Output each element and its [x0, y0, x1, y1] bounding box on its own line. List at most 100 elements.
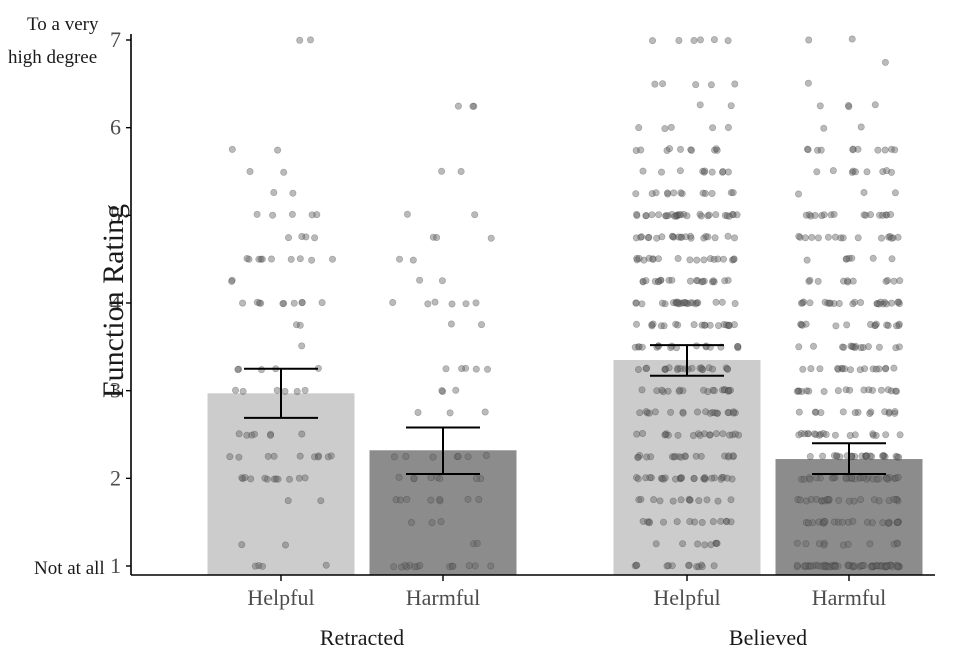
- data-point: [712, 539, 720, 547]
- data-point: [831, 562, 839, 570]
- data-point: [881, 365, 889, 373]
- data-point: [314, 453, 322, 461]
- data-point: [795, 343, 803, 351]
- data-point: [802, 320, 810, 328]
- data-point: [706, 255, 714, 263]
- data-point: [843, 277, 851, 285]
- data-point: [668, 453, 676, 461]
- data-point: [796, 233, 804, 241]
- data-point: [818, 497, 826, 505]
- data-point: [395, 255, 403, 263]
- data-point: [661, 431, 669, 439]
- data-point: [701, 190, 709, 198]
- data-point: [659, 388, 667, 396]
- data-point: [891, 474, 899, 482]
- data-point: [709, 124, 717, 132]
- data-point: [730, 255, 738, 263]
- data-point: [855, 563, 863, 571]
- data-point: [674, 321, 682, 329]
- data-point: [875, 365, 883, 373]
- data-point: [892, 387, 900, 395]
- data-point: [664, 190, 672, 198]
- data-point: [699, 366, 707, 374]
- data-point: [805, 562, 813, 570]
- data-point: [416, 276, 424, 284]
- data-point: [690, 474, 698, 482]
- data-point: [860, 211, 868, 219]
- data-point: [863, 168, 871, 176]
- data-point: [851, 409, 859, 417]
- data-point: [696, 210, 704, 218]
- data-point: [464, 453, 472, 461]
- data-point: [671, 452, 679, 460]
- data-point: [817, 409, 825, 417]
- data-point: [728, 475, 736, 483]
- data-point: [885, 409, 893, 417]
- data-point: [676, 386, 684, 394]
- data-point: [288, 210, 296, 218]
- data-point: [698, 518, 706, 526]
- data-point: [887, 211, 895, 219]
- data-point: [862, 211, 870, 219]
- data-point: [814, 234, 822, 242]
- data-point: [731, 430, 739, 438]
- data-point: [834, 562, 842, 570]
- data-point: [727, 496, 735, 504]
- data-point: [701, 475, 709, 483]
- data-point: [713, 409, 721, 417]
- data-point: [868, 562, 876, 570]
- data-point: [648, 211, 656, 219]
- data-point: [324, 453, 332, 461]
- data-point: [727, 102, 735, 110]
- data-point: [808, 233, 816, 241]
- data-point: [795, 232, 803, 240]
- data-point: [860, 561, 868, 569]
- data-point: [863, 518, 871, 526]
- y-axis-title: Function Rating: [97, 204, 130, 398]
- data-point: [462, 300, 470, 308]
- data-point: [648, 322, 656, 330]
- data-point: [807, 212, 815, 220]
- data-point: [698, 563, 706, 571]
- data-point: [805, 277, 813, 285]
- data-point: [711, 409, 719, 417]
- data-point: [700, 277, 708, 285]
- data-point: [675, 233, 683, 241]
- data-point: [645, 409, 653, 417]
- data-point: [859, 473, 867, 481]
- data-point: [632, 473, 640, 481]
- data-point: [890, 364, 898, 372]
- data-point: [693, 299, 701, 307]
- data-point: [893, 562, 901, 570]
- data-point: [296, 255, 304, 263]
- data-point: [257, 299, 265, 307]
- data-point: [882, 431, 890, 439]
- data-point: [647, 474, 655, 482]
- data-point: [725, 387, 733, 395]
- data-point: [677, 189, 685, 197]
- data-point: [848, 343, 856, 351]
- data-point: [487, 562, 495, 570]
- data-point: [849, 167, 857, 175]
- data-point: [724, 124, 732, 132]
- data-point: [235, 430, 243, 438]
- data-point: [793, 563, 801, 571]
- data-point: [725, 321, 733, 329]
- data-point: [810, 430, 818, 438]
- data-point: [270, 475, 278, 483]
- data-point: [674, 364, 682, 372]
- data-point: [805, 387, 813, 395]
- data-point: [439, 387, 447, 395]
- data-point: [702, 232, 710, 240]
- data-point: [842, 386, 850, 394]
- data-point: [848, 168, 856, 176]
- data-point: [722, 364, 730, 372]
- data-point: [682, 299, 690, 307]
- data-point: [849, 563, 857, 571]
- data-point: [671, 475, 679, 483]
- data-point: [274, 146, 282, 154]
- data-point: [795, 387, 803, 395]
- data-point: [830, 210, 838, 218]
- data-point: [672, 299, 680, 307]
- data-point: [804, 430, 812, 438]
